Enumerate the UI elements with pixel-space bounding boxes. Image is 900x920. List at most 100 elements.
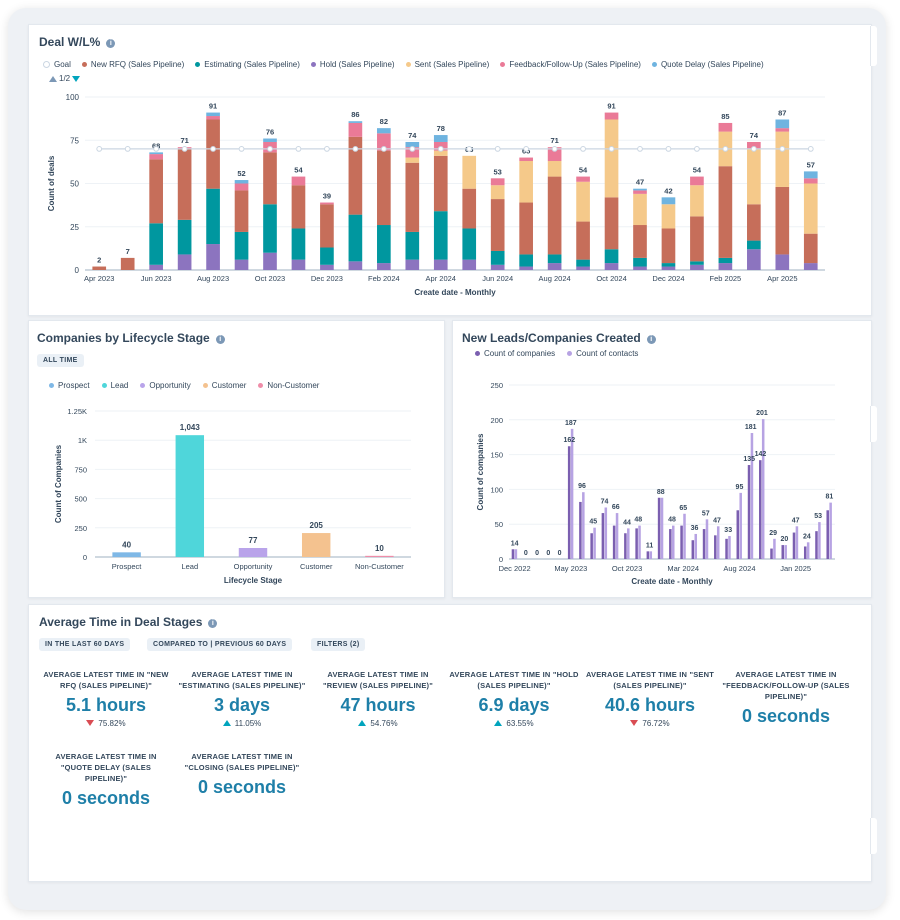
bar	[691, 540, 695, 559]
bar	[759, 460, 762, 559]
legend-item-non-customer[interactable]: Non-Customer	[258, 381, 319, 390]
bar	[815, 531, 818, 559]
data-label: 40	[122, 540, 131, 549]
scroll-handle[interactable]	[870, 406, 877, 442]
info-icon[interactable]: i	[106, 39, 116, 48]
bar-segment	[263, 252, 277, 270]
data-label: 96	[578, 483, 586, 490]
bar	[705, 519, 709, 559]
legend-item-feedback[interactable]: Feedback/Follow-Up (Sales Pipeline)	[500, 60, 641, 69]
bar-segment	[547, 176, 562, 255]
legend-item-lead[interactable]: Lead	[101, 381, 128, 390]
data-label: 187	[565, 420, 577, 427]
y-tick-label: 250	[74, 524, 87, 533]
data-label: 54	[693, 166, 702, 175]
bar	[736, 510, 740, 559]
bar	[761, 419, 765, 559]
legend-item-contacts[interactable]: Count of contacts	[567, 349, 638, 358]
legend-item-quote-delay[interactable]: Quote Delay (Sales Pipeline)	[651, 60, 764, 69]
legend-item-sent[interactable]: Sent (Sales Pipeline)	[405, 60, 489, 69]
bar-segment	[263, 138, 277, 142]
bar-segment	[433, 155, 448, 212]
data-label: 24	[803, 533, 811, 540]
bar-segment	[633, 190, 647, 194]
data-label: 20	[781, 536, 789, 543]
y-tick-label: 750	[74, 465, 87, 474]
goal-point	[324, 146, 330, 152]
bar	[818, 522, 821, 559]
bar	[795, 526, 799, 559]
y-tick-label: 75	[70, 136, 79, 145]
y-tick-label: 50	[495, 520, 503, 529]
bar-segment	[462, 155, 477, 189]
bar	[694, 533, 698, 559]
kpi-review: AVERAGE LATEST TIME IN "REVIEW (SALES PI…	[313, 669, 443, 728]
bar-segment	[234, 259, 249, 270]
legend-item-customer[interactable]: Customer	[202, 381, 246, 390]
y-axis-label: Count of companies	[476, 433, 485, 510]
trend-up-icon	[358, 720, 367, 726]
legend-item-companies[interactable]: Count of companies	[475, 349, 555, 358]
data-label: 0	[546, 550, 550, 557]
goal-point	[580, 146, 586, 152]
data-label: 81	[825, 494, 833, 501]
data-label: 91	[607, 102, 615, 111]
data-label: 29	[769, 530, 777, 537]
compare-pill[interactable]: COMPARED TO | PREVIOUS 60 DAYS	[147, 638, 293, 651]
bar-segment	[490, 264, 505, 270]
bar	[112, 552, 141, 557]
data-label: 95	[736, 484, 744, 491]
goal-point	[295, 146, 302, 152]
bar-segment	[633, 188, 647, 191]
bar-segment	[747, 148, 761, 205]
scroll-handle[interactable]	[870, 26, 877, 66]
scroll-handle[interactable]	[870, 818, 877, 854]
bar	[570, 428, 574, 559]
bar-segment	[490, 199, 505, 251]
data-label: 57	[702, 510, 710, 517]
y-tick-label: 0	[83, 553, 87, 562]
filters-pill[interactable]: FILTERS (2)	[311, 638, 366, 651]
legend-item-opportunity[interactable]: Opportunity	[140, 381, 191, 390]
kpi-delta: 75.82%	[41, 719, 171, 728]
goal-point	[551, 146, 558, 152]
legend-item-prospect[interactable]: Prospect	[49, 381, 90, 390]
legend-item-hold[interactable]: Hold (Sales Pipeline)	[310, 60, 395, 69]
bar-segment	[462, 259, 477, 270]
kpi-estimating: AVERAGE LATEST TIME IN "ESTIMATING (SALE…	[178, 670, 306, 728]
info-icon[interactable]: i	[208, 619, 218, 628]
info-icon[interactable]: i	[215, 335, 225, 344]
x-tick-label: Dec 2024	[652, 274, 684, 283]
bar-segment	[775, 186, 790, 255]
legend-marker	[49, 383, 54, 388]
bar-segment	[747, 141, 761, 149]
legend-pager: 1/2	[49, 74, 81, 83]
bar-segment	[263, 204, 277, 253]
legend-item-estimating[interactable]: Estimating (Sales Pipeline)	[195, 60, 300, 69]
legend-marker	[310, 62, 316, 67]
bar-segment	[92, 266, 107, 270]
bar-segment	[263, 152, 277, 205]
goal-point	[124, 146, 131, 152]
data-label: 0	[558, 550, 562, 557]
goal-point	[494, 146, 501, 152]
date-range-pill[interactable]: ALL TIME	[37, 354, 84, 367]
bar-segment	[547, 263, 562, 270]
bar	[604, 507, 608, 559]
x-tick-label: Jun 2024	[482, 274, 513, 283]
legend-item-new-rfq[interactable]: New RFQ (Sales Pipeline)	[81, 60, 184, 69]
x-tick-label: Apr 2025	[767, 274, 797, 283]
bar-segment	[433, 211, 448, 260]
data-label: 36	[691, 525, 699, 532]
date-range-pill[interactable]: IN THE LAST 60 DAYS	[39, 638, 131, 651]
legend-prev-icon[interactable]	[49, 75, 57, 82]
data-label: 162	[564, 437, 576, 444]
info-icon[interactable]: i	[646, 335, 656, 344]
legend-next-icon[interactable]	[72, 75, 81, 82]
lifecycle-chart: 0 250 500 750 1K 1.25K Count of Companies Lifec…	[54, 407, 411, 585]
bar-segment	[462, 188, 477, 229]
bar	[829, 502, 832, 559]
goal-point	[665, 146, 672, 152]
data-label: 66	[612, 504, 620, 511]
legend-item-goal[interactable]: Goal	[43, 60, 71, 69]
